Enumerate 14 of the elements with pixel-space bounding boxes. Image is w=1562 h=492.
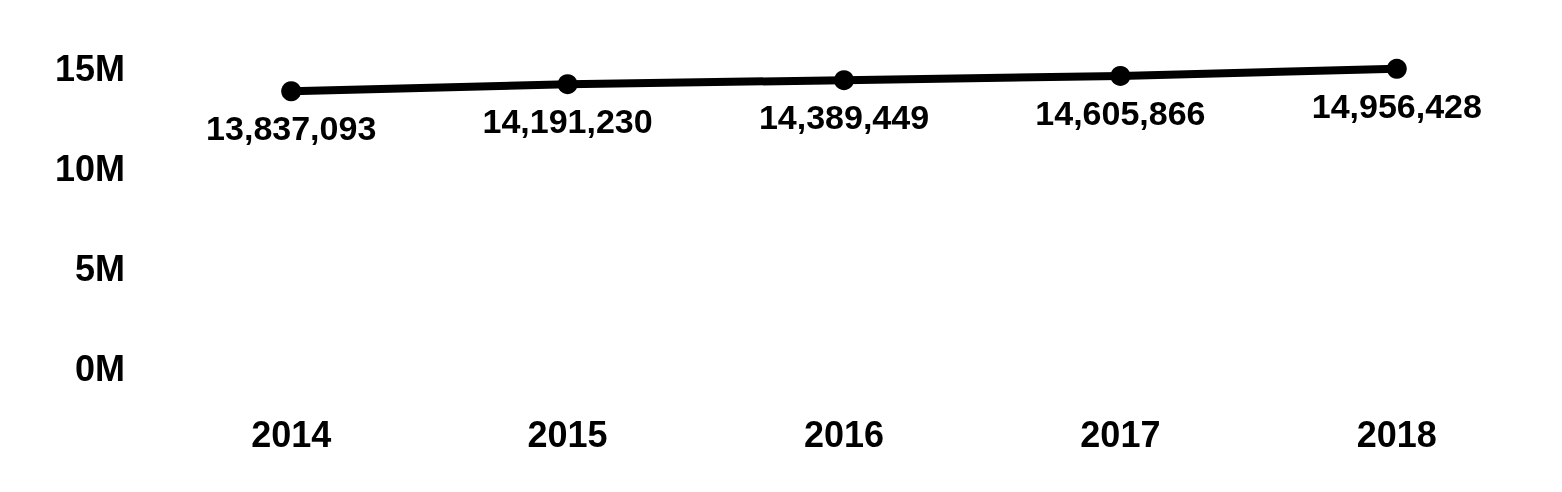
x-tick-label: 2014 <box>251 413 332 455</box>
x-tick-label: 2015 <box>527 413 608 455</box>
data-label: 14,605,866 <box>1035 93 1206 132</box>
y-tick-label: 5M <box>74 247 125 289</box>
data-label: 13,837,093 <box>206 109 377 148</box>
y-tick-label: 0M <box>74 347 125 389</box>
data-label: 14,389,449 <box>758 98 930 137</box>
y-tick-label: 10M <box>54 147 125 189</box>
y-tick-label: 15M <box>54 47 125 89</box>
data-label: 14,191,230 <box>482 102 653 141</box>
x-tick-label: 2017 <box>1080 413 1161 455</box>
data-label: 14,956,428 <box>1311 86 1482 125</box>
x-tick-label: 2018 <box>1356 413 1437 455</box>
x-tick-label: 2016 <box>803 413 885 455</box>
